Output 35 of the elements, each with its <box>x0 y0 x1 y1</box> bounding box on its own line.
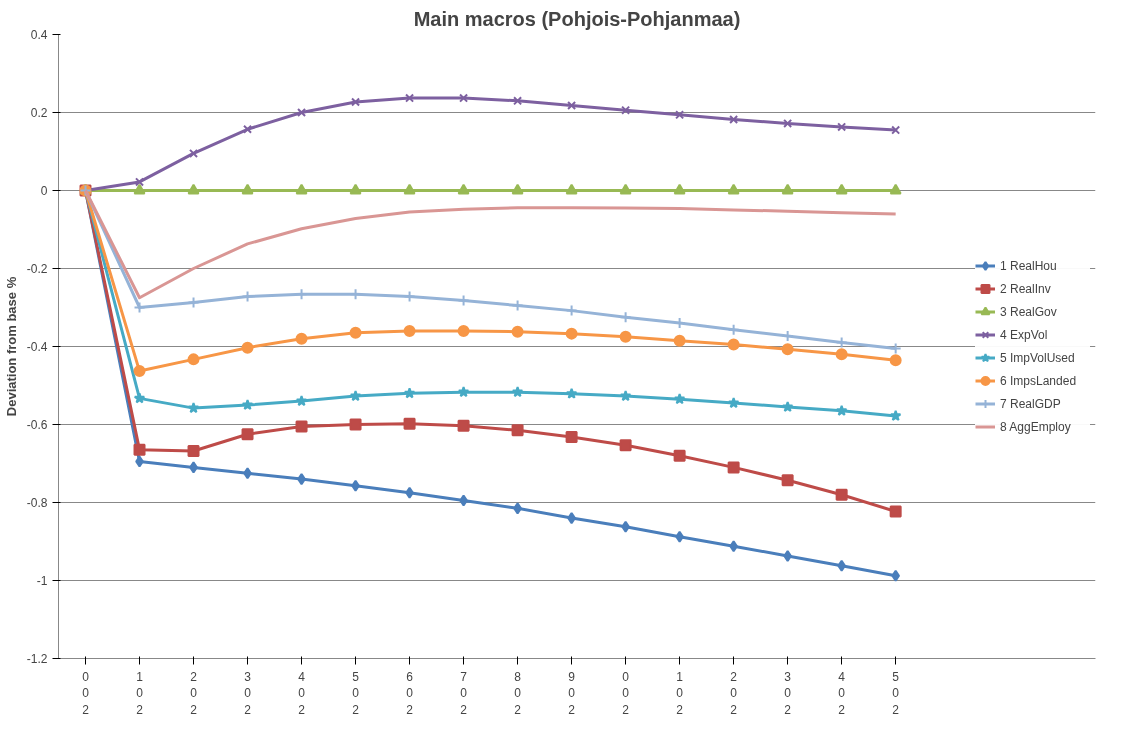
x-tick-label: 702 <box>460 669 468 718</box>
y-tick-label: -0.6 <box>26 418 48 432</box>
legend-label: 5 ImpVolUsed <box>1000 350 1076 365</box>
x-tick-label: 502 <box>352 669 360 718</box>
legend-label: 1 RealHou <box>1000 258 1058 273</box>
x-tick-label: 102 <box>676 669 684 718</box>
legend-label: 6 ImpsLanded <box>1000 373 1078 388</box>
legend-label: 2 RealInv <box>1000 281 1052 296</box>
legend-label: 8 AggEmploy <box>1000 419 1072 434</box>
x-tick-label: 802 <box>514 669 522 718</box>
x-tick-label: 202 <box>190 669 198 718</box>
x-tick-label: 002 <box>82 669 90 718</box>
y-tick-label: -0.4 <box>26 340 48 354</box>
legend-label: 3 RealGov <box>1000 304 1058 319</box>
x-tick-label: 402 <box>298 669 306 718</box>
y-tick-label: -1.2 <box>26 652 48 666</box>
y-tick-label: 0.2 <box>30 106 48 120</box>
x-tick-label: 602 <box>406 669 414 718</box>
chart-title: Main macros (Pohjois-Pohjanmaa) <box>413 7 741 30</box>
y-tick-label: 0 <box>40 184 48 198</box>
x-tick-label: 402 <box>838 669 846 718</box>
y-tick-label: -0.8 <box>26 496 48 510</box>
y-axis-title: Deviation from base % <box>3 276 19 417</box>
x-tick-label: 902 <box>568 669 576 718</box>
legend-label: 7 RealGDP <box>1000 396 1062 411</box>
x-tick-label: 102 <box>136 669 144 718</box>
x-tick-label: 302 <box>784 669 792 718</box>
y-tick-label: 0.4 <box>30 28 48 42</box>
legend-label: 4 ExpVol <box>1000 327 1049 342</box>
x-tick-label: 302 <box>244 669 252 718</box>
x-tick-label: 502 <box>892 669 900 718</box>
x-tick-label: 002 <box>622 669 630 718</box>
y-tick-label: -0.2 <box>26 262 48 276</box>
y-tick-label: -1 <box>36 574 48 588</box>
x-tick-label: 202 <box>730 669 738 718</box>
